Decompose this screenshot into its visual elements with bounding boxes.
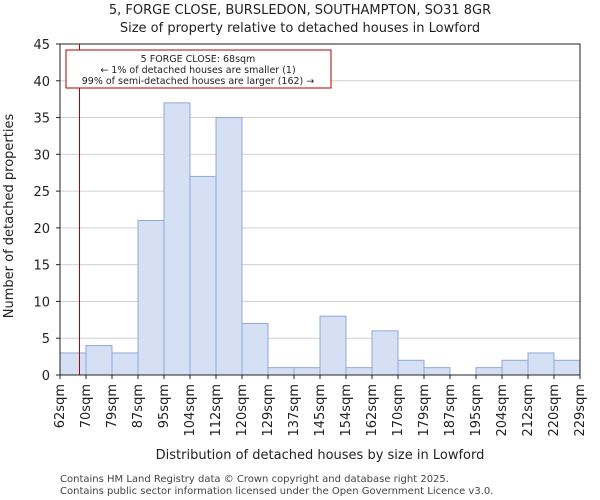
x-tick-label: 95sqm	[157, 384, 172, 428]
bar-137sqm	[293, 367, 321, 376]
y-axis-label: Number of detached properties	[2, 114, 17, 319]
y-tick-label: 40	[33, 75, 50, 90]
x-tick-label: 179sqm	[417, 384, 432, 437]
bar-195sqm	[475, 367, 503, 376]
bar-87sqm	[137, 220, 165, 376]
bar-120sqm	[241, 323, 269, 376]
x-tick-label: 79sqm	[105, 384, 120, 428]
x-tick-label: 129sqm	[261, 384, 276, 437]
bar-179sqm	[423, 367, 451, 376]
bar-212sqm	[527, 352, 555, 376]
bar-162sqm	[371, 330, 399, 376]
x-tick-label: 154sqm	[339, 384, 354, 437]
x-tick-label: 229sqm	[573, 384, 588, 437]
footer-line-1: Contains HM Land Registry data © Crown c…	[60, 474, 449, 485]
x-tick-label: 112sqm	[209, 384, 224, 437]
annotation-line-2: ← 1% of detached houses are smaller (1)	[100, 65, 295, 76]
x-tick-label: 62sqm	[53, 384, 68, 428]
y-tick-label: 0	[42, 369, 50, 384]
x-tick-label: 170sqm	[391, 384, 406, 437]
chart-subtitle: Size of property relative to detached ho…	[120, 21, 480, 36]
x-tick-label: 187sqm	[443, 384, 458, 437]
x-tick-label: 204sqm	[495, 384, 510, 437]
annotation-box: 5 FORGE CLOSE: 68sqm ← 1% of detached ho…	[65, 49, 332, 89]
chart-title: 5, FORGE CLOSE, BURSLEDON, SOUTHAMPTON, …	[109, 3, 491, 18]
bar-154sqm	[345, 367, 373, 376]
bar-129sqm	[267, 367, 295, 376]
plot-frame	[59, 43, 581, 376]
x-tick-label: 87sqm	[131, 384, 146, 428]
y-tick-label: 25	[33, 185, 50, 200]
bars	[59, 102, 581, 376]
bar-145sqm	[319, 315, 347, 376]
x-tick-label: 212sqm	[521, 384, 536, 437]
bar-95sqm	[163, 102, 191, 376]
x-tick-label: 195sqm	[469, 384, 484, 437]
x-tick-label: 120sqm	[235, 384, 250, 437]
x-tick-label: 104sqm	[183, 384, 198, 437]
annotation-line-3: 99% of semi-detached houses are larger (…	[82, 76, 315, 87]
footer-line-2: Contains public sector information licen…	[60, 486, 493, 497]
bar-112sqm	[215, 117, 243, 376]
y-ticks: 0 5 10 15 20 25 30 35 40 45	[33, 38, 60, 384]
annotation-line-1: 5 FORGE CLOSE: 68sqm	[141, 54, 256, 65]
bar-70sqm	[85, 345, 113, 376]
y-tick-label: 35	[33, 112, 50, 127]
x-tick-label: 162sqm	[365, 384, 380, 437]
bar-79sqm	[111, 352, 139, 376]
y-tick-label: 15	[33, 259, 50, 274]
y-tick-label: 30	[33, 148, 50, 163]
y-tick-label: 20	[33, 222, 50, 237]
y-tick-label: 5	[42, 332, 50, 347]
bar-104sqm	[189, 175, 217, 376]
x-tick-label: 145sqm	[313, 384, 328, 437]
x-axis-label: Distribution of detached houses by size …	[156, 448, 485, 463]
y-tick-label: 45	[33, 38, 50, 53]
x-tick-label: 220sqm	[547, 384, 562, 437]
bar-220sqm	[553, 359, 581, 376]
bar-62sqm	[59, 352, 87, 376]
x-ticks: 62sqm 70sqm 79sqm 87sqm 95sqm 104sqm 112sqm 120…	[53, 375, 588, 437]
annotation-frame	[65, 49, 332, 89]
bar-170sqm	[397, 359, 425, 376]
x-tick-label: 70sqm	[79, 384, 94, 428]
y-tick-label: 10	[33, 295, 50, 310]
x-tick-label: 137sqm	[287, 384, 302, 437]
bar-204sqm	[501, 359, 529, 376]
